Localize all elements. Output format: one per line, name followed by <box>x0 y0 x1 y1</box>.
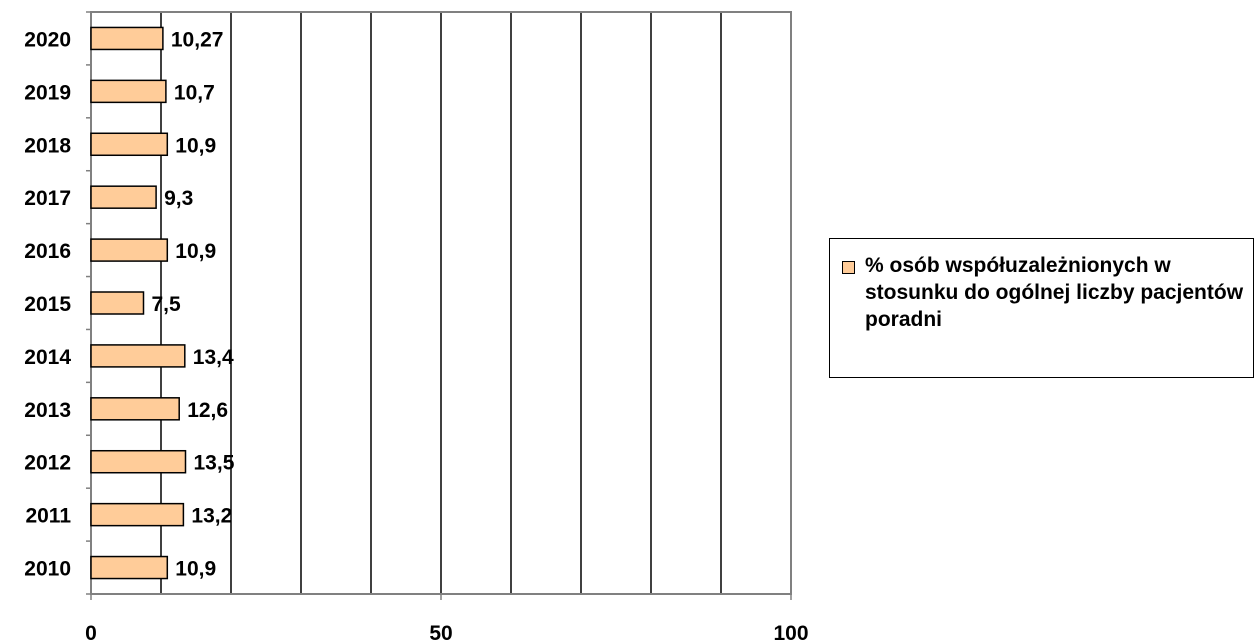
data-label: 10,27 <box>171 28 224 51</box>
data-label: 10,9 <box>175 558 216 581</box>
y-category-label: 2013 <box>24 399 71 422</box>
data-label: 10,7 <box>174 81 215 104</box>
y-category-label: 2017 <box>24 187 71 210</box>
bar <box>90 449 187 474</box>
legend-label: % osób współuzależnionych w stosunku do … <box>865 254 1244 331</box>
gridlines <box>160 12 722 594</box>
y-category-label: 2012 <box>24 452 71 475</box>
data-label: 7,5 <box>152 293 182 316</box>
y-category-label: 2016 <box>24 240 71 263</box>
bar <box>90 79 167 104</box>
data-label: 12,6 <box>187 399 228 422</box>
bar <box>90 502 185 527</box>
y-category-label: 2014 <box>24 346 71 369</box>
x-tick-label: 50 <box>429 622 452 643</box>
bars <box>90 26 187 580</box>
data-label: 13,4 <box>193 346 234 369</box>
bar <box>90 185 157 209</box>
data-label: 10,9 <box>175 240 216 263</box>
y-category-label: 2020 <box>24 28 71 51</box>
bar <box>90 238 169 262</box>
data-label: 13,2 <box>191 505 232 528</box>
x-tick-label: 100 <box>773 622 808 643</box>
x-tick-label: 0 <box>85 622 97 643</box>
y-category-label: 2010 <box>24 558 71 581</box>
data-label: 13,5 <box>194 452 235 475</box>
y-category-label: 2018 <box>24 134 71 157</box>
y-category-label: 2015 <box>24 293 71 316</box>
y-category-label: 2019 <box>24 81 71 104</box>
bar <box>90 26 164 51</box>
legend-swatch <box>842 261 855 274</box>
bar <box>90 397 180 421</box>
y-category-label: 2011 <box>25 505 71 528</box>
bar <box>90 555 169 580</box>
x-axis-ticks: 0 50 100 <box>85 594 809 643</box>
bar <box>90 132 169 157</box>
data-label: 10,9 <box>175 134 216 157</box>
y-axis-categories: 2010 2011 2012 2013 2014 2015 2016 2017 2018 2019… <box>24 11 91 595</box>
data-labels: 10,9 13,2 13,5 12,6 13,4 7,5 10,9 9,3 10,9 10,7 10… <box>152 28 235 580</box>
bar <box>90 344 186 368</box>
bar <box>90 291 145 315</box>
data-label: 9,3 <box>164 187 193 210</box>
legend: % osób współuzależnionych w stosunku do … <box>829 238 1254 378</box>
